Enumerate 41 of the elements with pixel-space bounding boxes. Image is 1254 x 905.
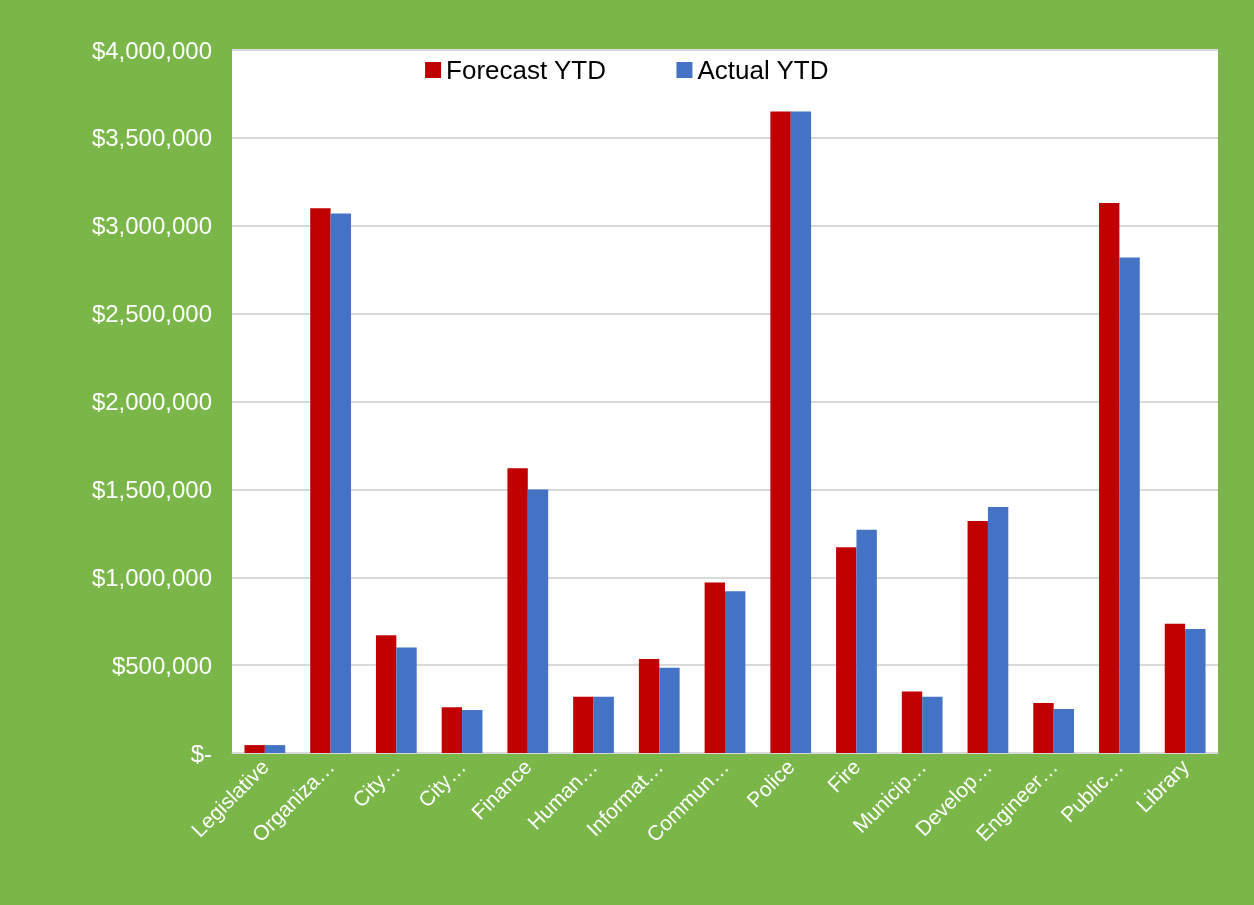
bar xyxy=(264,745,286,753)
bar xyxy=(659,667,680,753)
bar xyxy=(330,213,351,753)
legend-label: Actual YTD xyxy=(697,55,829,85)
y-tick-label: $1,500,000 xyxy=(91,475,212,503)
y-tick-label: $2,000,000 xyxy=(91,388,212,415)
y-tick-label: $1,000,000 xyxy=(91,563,212,591)
bar xyxy=(396,647,417,753)
bar xyxy=(1119,257,1140,753)
bar xyxy=(770,111,791,753)
bar xyxy=(310,208,331,753)
y-tick-label: $4,000,000 xyxy=(91,36,212,64)
bar xyxy=(967,521,988,753)
bar xyxy=(507,468,528,753)
y-tick-label: $3,500,000 xyxy=(91,124,212,152)
bar xyxy=(593,696,614,753)
bar xyxy=(1185,629,1206,753)
bar xyxy=(836,547,857,753)
bar xyxy=(704,582,725,753)
bar xyxy=(1053,709,1075,753)
y-tick-label: $- xyxy=(190,739,212,767)
bar xyxy=(375,635,397,753)
y-tick-label: $2,500,000 xyxy=(91,300,212,328)
bar xyxy=(638,658,660,753)
y-tick-label: $3,000,000 xyxy=(91,212,212,240)
legend-label: Forecast YTD xyxy=(446,55,606,85)
bar xyxy=(856,529,877,753)
bar xyxy=(725,591,746,753)
bar xyxy=(1033,702,1054,753)
bar xyxy=(1099,202,1120,753)
bar xyxy=(244,745,265,753)
bar xyxy=(987,506,1009,753)
bar xyxy=(573,696,594,753)
bar xyxy=(922,696,943,753)
bar xyxy=(462,709,483,753)
bar xyxy=(441,707,463,753)
y-tick-label: $500,000 xyxy=(111,651,212,679)
bar xyxy=(901,691,923,753)
bar xyxy=(790,111,812,753)
bar xyxy=(527,489,549,753)
bar xyxy=(1164,623,1186,753)
